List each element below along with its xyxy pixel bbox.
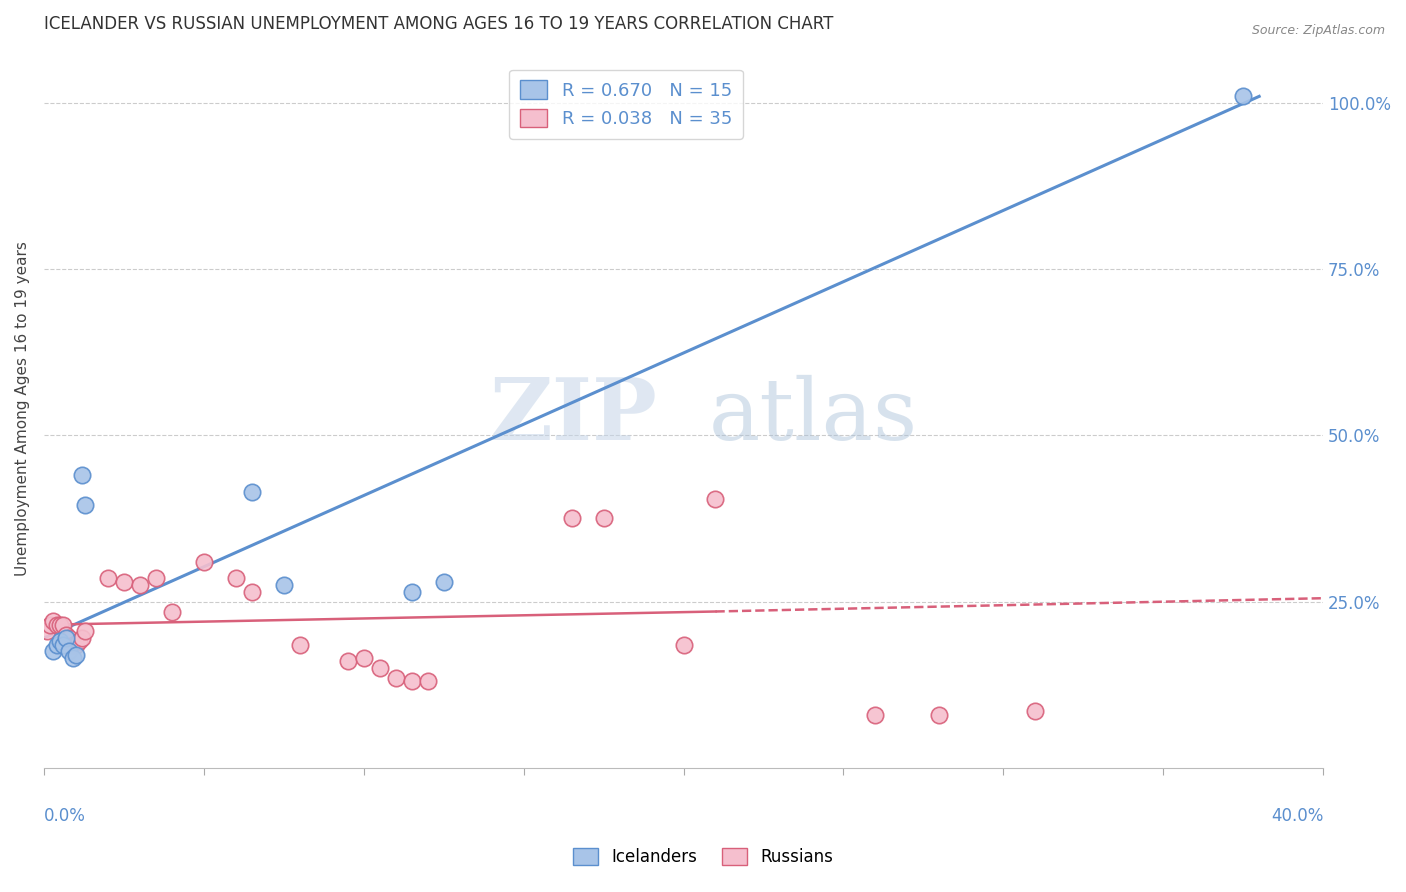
Point: [45, 638, 67, 652]
Point: [561, 511, 583, 525]
Point: [273, 578, 295, 592]
Point: [928, 707, 950, 722]
Point: [58, 631, 80, 645]
Point: [865, 707, 887, 722]
Point: [225, 571, 247, 585]
Text: 40.0%: 40.0%: [1271, 807, 1323, 825]
Point: [52, 638, 75, 652]
Point: [193, 555, 215, 569]
Point: [1232, 89, 1254, 103]
Point: [55, 631, 77, 645]
Text: atlas: atlas: [709, 375, 918, 458]
Point: [58, 644, 80, 658]
Point: [240, 584, 263, 599]
Point: [65, 638, 87, 652]
Point: [97, 571, 120, 585]
Point: [145, 571, 167, 585]
Point: [55, 628, 77, 642]
Point: [49, 617, 72, 632]
Legend: R = 0.670   N = 15, R = 0.038   N = 35: R = 0.670 N = 15, R = 0.038 N = 35: [509, 70, 742, 139]
Point: [52, 617, 75, 632]
Point: [49, 634, 72, 648]
Point: [42, 644, 65, 658]
Point: [1024, 704, 1046, 718]
Point: [672, 638, 695, 652]
Point: [62, 651, 84, 665]
Point: [72, 631, 94, 645]
Text: Source: ZipAtlas.com: Source: ZipAtlas.com: [1251, 24, 1385, 37]
Point: [65, 648, 87, 662]
Point: [128, 578, 150, 592]
Point: [45, 617, 67, 632]
Point: [592, 511, 614, 525]
Point: [62, 638, 84, 652]
Point: [72, 468, 94, 483]
Point: [75, 624, 97, 639]
Point: [433, 574, 456, 589]
Point: [368, 661, 391, 675]
Point: [75, 498, 97, 512]
Legend: Icelanders, Russians: Icelanders, Russians: [567, 841, 839, 873]
Point: [240, 484, 263, 499]
Point: [112, 574, 135, 589]
Point: [160, 605, 183, 619]
Point: [401, 674, 423, 689]
Point: [67, 634, 90, 648]
Point: [416, 674, 439, 689]
Point: [353, 651, 375, 665]
Point: [704, 491, 727, 506]
Text: ICELANDER VS RUSSIAN UNEMPLOYMENT AMONG AGES 16 TO 19 YEARS CORRELATION CHART: ICELANDER VS RUSSIAN UNEMPLOYMENT AMONG …: [44, 15, 834, 33]
Point: [35, 624, 58, 639]
Point: [42, 615, 65, 629]
Point: [39, 617, 62, 632]
Point: [401, 584, 423, 599]
Point: [288, 638, 311, 652]
Point: [336, 654, 359, 668]
Text: ZIP: ZIP: [491, 374, 658, 458]
Point: [384, 671, 406, 685]
Text: 0.0%: 0.0%: [44, 807, 86, 825]
Y-axis label: Unemployment Among Ages 16 to 19 years: Unemployment Among Ages 16 to 19 years: [15, 242, 30, 576]
